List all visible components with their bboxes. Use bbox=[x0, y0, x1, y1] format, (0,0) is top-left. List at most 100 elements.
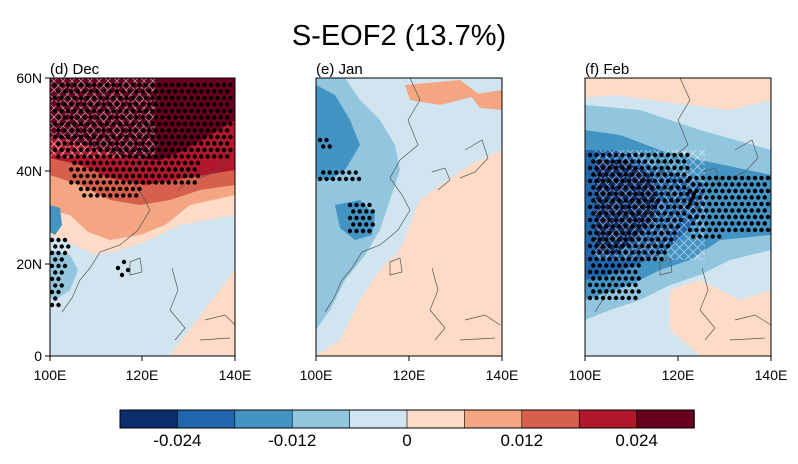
significance-dot bbox=[656, 172, 661, 177]
significance-dot bbox=[636, 211, 641, 216]
significance-dot bbox=[59, 147, 64, 153]
significance-dot bbox=[143, 82, 149, 88]
significance-dot bbox=[160, 167, 165, 172]
significance-dot bbox=[72, 160, 77, 166]
significance-dot bbox=[610, 185, 615, 190]
significance-dot bbox=[150, 134, 155, 140]
significance-dot bbox=[710, 195, 715, 200]
significance-dot bbox=[697, 234, 702, 239]
significance-dot bbox=[630, 224, 635, 229]
significance-dot bbox=[56, 289, 61, 295]
significance-dot bbox=[114, 193, 119, 198]
significance-dot bbox=[626, 165, 632, 171]
significance-dot bbox=[765, 227, 771, 233]
significance-dot bbox=[101, 154, 106, 159]
significance-dot bbox=[652, 165, 658, 171]
significance-dot bbox=[710, 221, 715, 226]
significance-dot bbox=[78, 134, 84, 140]
significance-dot bbox=[137, 82, 142, 88]
significance-dot bbox=[733, 201, 738, 207]
significance-dot bbox=[121, 102, 126, 107]
significance-dot bbox=[607, 282, 612, 288]
feb-coastline bbox=[594, 78, 771, 341]
significance-dot bbox=[85, 134, 90, 140]
significance-dot bbox=[82, 180, 87, 185]
significance-dot bbox=[176, 147, 181, 153]
significance-dot bbox=[121, 193, 126, 198]
significance-dot bbox=[626, 152, 632, 158]
significance-dot bbox=[215, 108, 220, 114]
significance-dot bbox=[52, 121, 58, 127]
significance-dot bbox=[56, 154, 61, 159]
colorbar-tick-label: 0 bbox=[402, 431, 411, 450]
significance-dot bbox=[169, 147, 175, 153]
significance-dot bbox=[72, 121, 77, 127]
significance-dot bbox=[95, 102, 100, 107]
significance-dot bbox=[65, 147, 71, 153]
significance-dot bbox=[95, 167, 100, 172]
significance-dot bbox=[163, 160, 168, 166]
significance-dot bbox=[687, 227, 693, 233]
significance-dot bbox=[723, 221, 728, 226]
significance-dot bbox=[88, 193, 93, 198]
significance-dot bbox=[153, 102, 158, 107]
significance-dot bbox=[205, 154, 210, 159]
significance-dot bbox=[626, 295, 632, 301]
significance-dot bbox=[182, 95, 188, 101]
significance-dot bbox=[75, 102, 80, 107]
significance-dot bbox=[143, 95, 149, 101]
significance-dot bbox=[134, 141, 139, 146]
significance-dot bbox=[150, 108, 155, 114]
significance-dot bbox=[700, 201, 706, 207]
significance-dot bbox=[639, 178, 645, 184]
significance-dot bbox=[160, 141, 165, 146]
significance-dot bbox=[694, 214, 699, 220]
significance-dot bbox=[600, 191, 606, 197]
significance-dot bbox=[669, 159, 674, 164]
significance-dot bbox=[587, 165, 593, 171]
significance-dot bbox=[717, 234, 722, 239]
significance-dot bbox=[117, 95, 123, 101]
significance-dot bbox=[762, 221, 767, 226]
significance-dot bbox=[101, 102, 106, 107]
significance-dot bbox=[189, 95, 194, 101]
significance-dot bbox=[72, 95, 77, 101]
significance-dot bbox=[195, 160, 201, 166]
significance-dot bbox=[665, 152, 671, 158]
significance-dot bbox=[357, 209, 362, 214]
significance-dot bbox=[59, 134, 64, 140]
significance-dot bbox=[746, 214, 751, 220]
significance-dot bbox=[91, 173, 97, 179]
significance-dot bbox=[104, 147, 110, 153]
colorbar-swatch bbox=[119, 409, 179, 429]
significance-dot bbox=[617, 224, 622, 229]
significance-dot bbox=[127, 167, 132, 172]
significance-dot bbox=[360, 215, 366, 221]
significance-dot bbox=[85, 160, 90, 166]
significance-dot bbox=[147, 102, 152, 107]
significance-dot bbox=[746, 227, 751, 233]
significance-dot bbox=[179, 141, 184, 146]
significance-dot bbox=[124, 95, 129, 101]
significance-dot bbox=[656, 250, 661, 255]
significance-dot bbox=[713, 227, 719, 233]
significance-dot bbox=[56, 115, 61, 120]
significance-dot bbox=[140, 89, 145, 94]
significance-dot bbox=[65, 108, 71, 114]
significance-dot bbox=[626, 217, 632, 223]
significance-dot bbox=[669, 172, 674, 177]
significance-dot bbox=[659, 165, 664, 171]
significance-dot bbox=[662, 237, 667, 242]
significance-dot bbox=[111, 147, 116, 153]
significance-dot bbox=[610, 250, 615, 255]
significance-dot bbox=[739, 214, 745, 220]
significance-dot bbox=[665, 243, 671, 249]
significance-dot bbox=[633, 282, 638, 288]
significance-dot bbox=[623, 289, 628, 294]
significance-dot bbox=[65, 95, 71, 101]
significance-dot bbox=[82, 154, 87, 159]
significance-dot bbox=[192, 141, 197, 146]
significance-dot bbox=[114, 141, 119, 146]
significance-dot bbox=[199, 154, 204, 159]
